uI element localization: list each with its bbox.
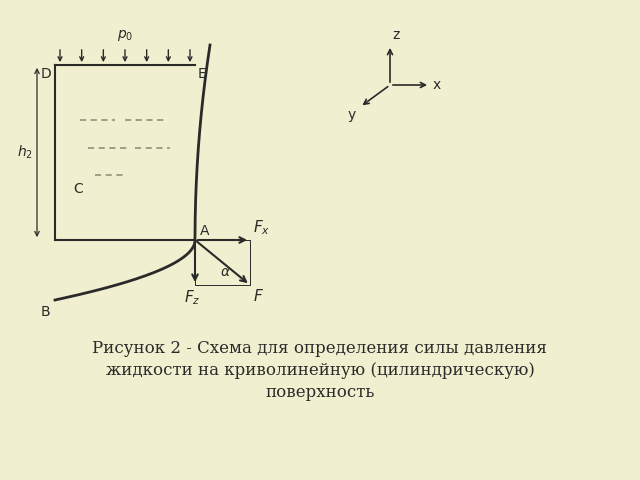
Text: $F_x$: $F_x$: [253, 218, 270, 237]
Text: $\alpha$: $\alpha$: [220, 265, 230, 279]
Text: D: D: [40, 67, 51, 81]
Text: Рисунок 2 - Схема для определения силы давления: Рисунок 2 - Схема для определения силы д…: [93, 340, 547, 357]
Text: B: B: [40, 305, 50, 319]
Text: жидкости на криволинейную (цилиндрическую): жидкости на криволинейную (цилиндрическу…: [106, 362, 534, 379]
Text: E: E: [198, 67, 207, 81]
Text: $F$: $F$: [253, 288, 264, 304]
Text: C: C: [73, 182, 83, 196]
Text: поверхность: поверхность: [265, 384, 375, 401]
Text: $h_2$: $h_2$: [17, 144, 33, 161]
Text: x: x: [433, 78, 441, 92]
Text: z: z: [392, 28, 399, 42]
Text: $F_z$: $F_z$: [184, 288, 200, 307]
Text: y: y: [348, 108, 356, 122]
Text: A: A: [200, 224, 209, 238]
Text: $p_0$: $p_0$: [117, 28, 133, 43]
